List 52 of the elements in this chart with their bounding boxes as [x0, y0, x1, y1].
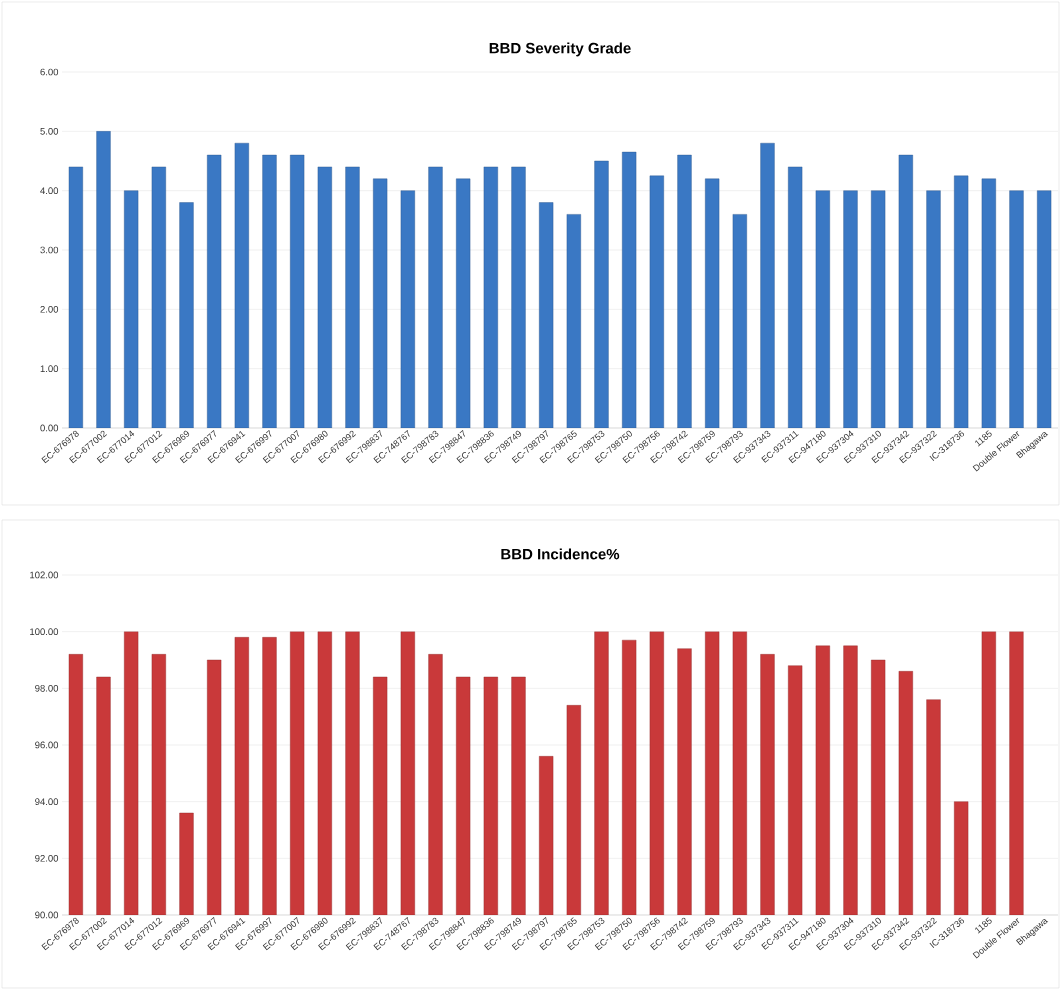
y-tick-label: 2.00 [40, 305, 59, 313]
bar [815, 190, 830, 428]
bar [96, 131, 111, 428]
y-tick-label: 6.00 [40, 68, 59, 76]
bar [373, 178, 388, 428]
y-tick-label: 5.00 [40, 127, 59, 135]
y-tick-label: 3.00 [40, 246, 59, 254]
bar [290, 154, 305, 428]
y-tick-label: 96.00 [35, 741, 59, 749]
bar [345, 166, 360, 428]
bar [207, 154, 222, 428]
bar [843, 190, 858, 428]
bar [622, 151, 637, 428]
chart-title: BBD Severity Grade [489, 42, 631, 57]
bar [539, 202, 554, 428]
y-tick-label: 94.00 [35, 798, 59, 806]
y-tick-label: 98.00 [35, 684, 59, 692]
bar [124, 190, 139, 428]
bar [428, 166, 443, 428]
bar [400, 190, 415, 428]
bar [677, 154, 692, 428]
y-tick-label: 1.00 [40, 365, 59, 373]
bar [511, 166, 526, 428]
bar [317, 166, 332, 428]
bar [262, 154, 277, 428]
y-tick-label: 102.00 [30, 571, 59, 579]
bar [788, 166, 803, 428]
bar [151, 166, 166, 428]
y-tick-label: 4.00 [40, 187, 59, 195]
bar [705, 178, 720, 428]
bar [456, 178, 471, 428]
bar [732, 214, 747, 428]
chart-title: BBD Incidence% [501, 548, 620, 560]
bar [871, 190, 886, 428]
bar [649, 175, 664, 428]
bar [760, 142, 775, 428]
bar [483, 166, 498, 428]
bar [179, 202, 194, 428]
bar [566, 214, 581, 428]
bar [234, 142, 249, 428]
y-tick-label: 100.00 [30, 628, 59, 636]
y-tick-label: 92.00 [35, 854, 59, 862]
y-tick-label: 0.00 [40, 424, 59, 432]
bar [1009, 190, 1024, 428]
bar [1037, 190, 1052, 428]
bar [594, 160, 609, 428]
bar [68, 166, 83, 428]
bar [926, 190, 941, 428]
bar [981, 178, 996, 428]
bar [898, 154, 913, 428]
bar [954, 175, 969, 428]
y-tick-label: 90.00 [35, 911, 59, 919]
